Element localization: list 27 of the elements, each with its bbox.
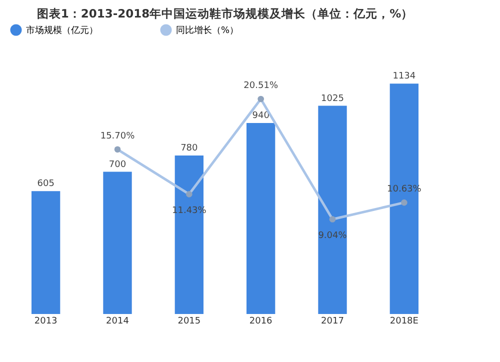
data-label: 15.70% bbox=[100, 131, 136, 142]
chart-title: 图表1：2013-2018年中国运动鞋市场规模及增长（单位：亿元，%） bbox=[36, 6, 414, 20]
data-label: 780 bbox=[180, 144, 198, 154]
point bbox=[401, 199, 408, 206]
bar bbox=[246, 123, 276, 314]
bar bbox=[318, 106, 347, 314]
data-label: 20.51% bbox=[244, 81, 278, 91]
data-label: 605 bbox=[37, 179, 54, 190]
data-label: 9.04% bbox=[318, 231, 348, 242]
bar bbox=[32, 191, 60, 314]
bar bbox=[103, 172, 132, 314]
legend-label: 市场规模（亿元） bbox=[26, 25, 98, 36]
x-tick-label: 2016 bbox=[249, 316, 273, 326]
legend-label: 同比增长（%） bbox=[176, 25, 239, 36]
point bbox=[186, 191, 192, 198]
x-tick-label: 2013 bbox=[34, 316, 58, 326]
x-tick-label: 2015 bbox=[178, 316, 201, 326]
x-tick-label: 2018E bbox=[390, 316, 419, 326]
data-label: 700 bbox=[108, 160, 126, 170]
point bbox=[329, 216, 336, 222]
point bbox=[114, 146, 121, 153]
data-label: 1134 bbox=[392, 72, 416, 82]
data-label: 1025 bbox=[321, 94, 344, 104]
x-tick-label: 2014 bbox=[106, 316, 130, 326]
data-label: 940 bbox=[252, 111, 270, 122]
point bbox=[258, 96, 264, 102]
x-tick-label: 2017 bbox=[321, 316, 344, 326]
